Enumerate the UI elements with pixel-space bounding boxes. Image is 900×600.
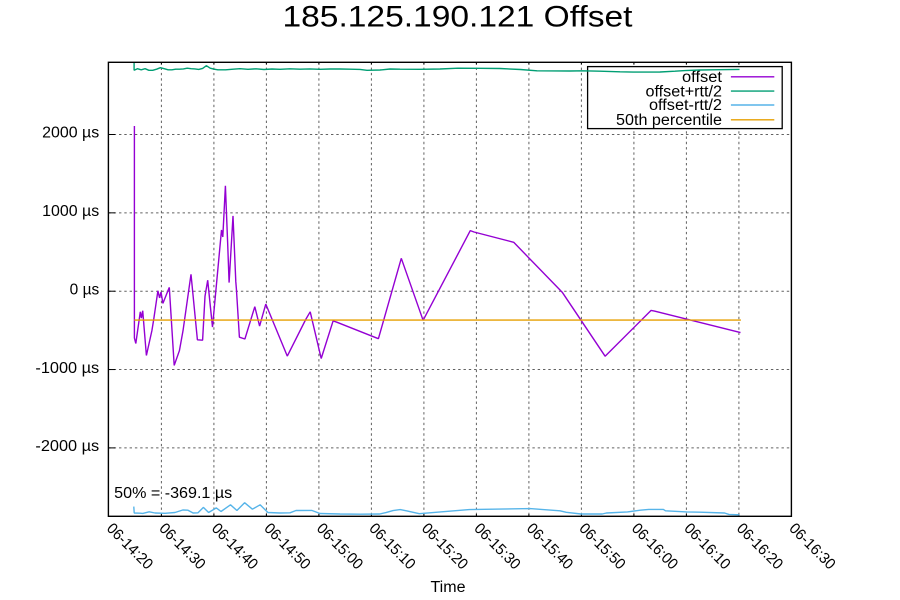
- svg-text:offset: offset: [682, 69, 723, 86]
- svg-text:50% = -369.1 µs: 50% = -369.1 µs: [114, 485, 232, 502]
- svg-text:Time: Time: [431, 579, 466, 596]
- svg-text:-1000 µs: -1000 µs: [35, 360, 99, 377]
- svg-text:offset-rtt/2: offset-rtt/2: [649, 97, 722, 114]
- svg-text:2000 µs: 2000 µs: [42, 125, 99, 142]
- svg-text:1000 µs: 1000 µs: [42, 203, 99, 220]
- svg-text:offset+rtt/2: offset+rtt/2: [646, 83, 723, 100]
- svg-text:185.125.190.121 Offset: 185.125.190.121 Offset: [283, 1, 633, 34]
- svg-text:50th percentile: 50th percentile: [616, 112, 722, 129]
- svg-text:-2000 µs: -2000 µs: [35, 438, 99, 455]
- svg-text:0 µs: 0 µs: [70, 281, 100, 298]
